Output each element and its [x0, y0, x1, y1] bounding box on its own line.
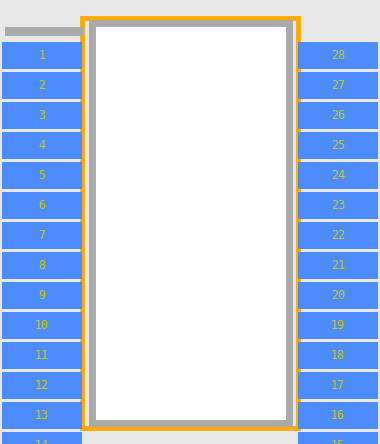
- Bar: [2, 222, 82, 249]
- Text: 2: 2: [38, 79, 46, 92]
- Bar: [2, 282, 82, 309]
- Bar: [2, 432, 82, 444]
- Bar: [2, 132, 82, 159]
- Text: 4: 4: [38, 139, 46, 152]
- Bar: [5, 27, 83, 36]
- Text: 25: 25: [331, 139, 345, 152]
- Bar: [298, 132, 378, 159]
- Text: 21: 21: [331, 259, 345, 272]
- Text: 14: 14: [35, 439, 49, 444]
- Bar: [82, 18, 298, 428]
- Text: 27: 27: [331, 79, 345, 92]
- Bar: [298, 402, 378, 429]
- Bar: [2, 342, 82, 369]
- Bar: [298, 102, 378, 129]
- Text: 20: 20: [331, 289, 345, 302]
- Bar: [298, 372, 378, 399]
- Bar: [2, 372, 82, 399]
- Text: 17: 17: [331, 379, 345, 392]
- Text: 6: 6: [38, 199, 46, 212]
- Bar: [298, 252, 378, 279]
- Bar: [298, 42, 378, 69]
- Text: 24: 24: [331, 169, 345, 182]
- Text: 3: 3: [38, 109, 46, 122]
- Text: 12: 12: [35, 379, 49, 392]
- Text: 11: 11: [35, 349, 49, 362]
- Bar: [298, 312, 378, 339]
- Bar: [92, 23, 289, 423]
- Bar: [2, 192, 82, 219]
- Text: 28: 28: [331, 49, 345, 62]
- Text: 19: 19: [331, 319, 345, 332]
- Bar: [298, 342, 378, 369]
- Text: 22: 22: [331, 229, 345, 242]
- Bar: [2, 252, 82, 279]
- Text: 1: 1: [38, 49, 46, 62]
- Bar: [2, 162, 82, 189]
- Text: 10: 10: [35, 319, 49, 332]
- Bar: [298, 432, 378, 444]
- Text: 9: 9: [38, 289, 46, 302]
- Bar: [2, 42, 82, 69]
- Bar: [298, 162, 378, 189]
- Bar: [298, 192, 378, 219]
- Text: 18: 18: [331, 349, 345, 362]
- Bar: [298, 72, 378, 99]
- Bar: [298, 282, 378, 309]
- Bar: [2, 102, 82, 129]
- Text: 23: 23: [331, 199, 345, 212]
- Text: 15: 15: [331, 439, 345, 444]
- Text: 7: 7: [38, 229, 46, 242]
- Bar: [2, 402, 82, 429]
- Bar: [2, 312, 82, 339]
- Text: 26: 26: [331, 109, 345, 122]
- Bar: [2, 72, 82, 99]
- Text: 5: 5: [38, 169, 46, 182]
- Bar: [298, 222, 378, 249]
- Text: 16: 16: [331, 409, 345, 422]
- Text: 8: 8: [38, 259, 46, 272]
- Text: 13: 13: [35, 409, 49, 422]
